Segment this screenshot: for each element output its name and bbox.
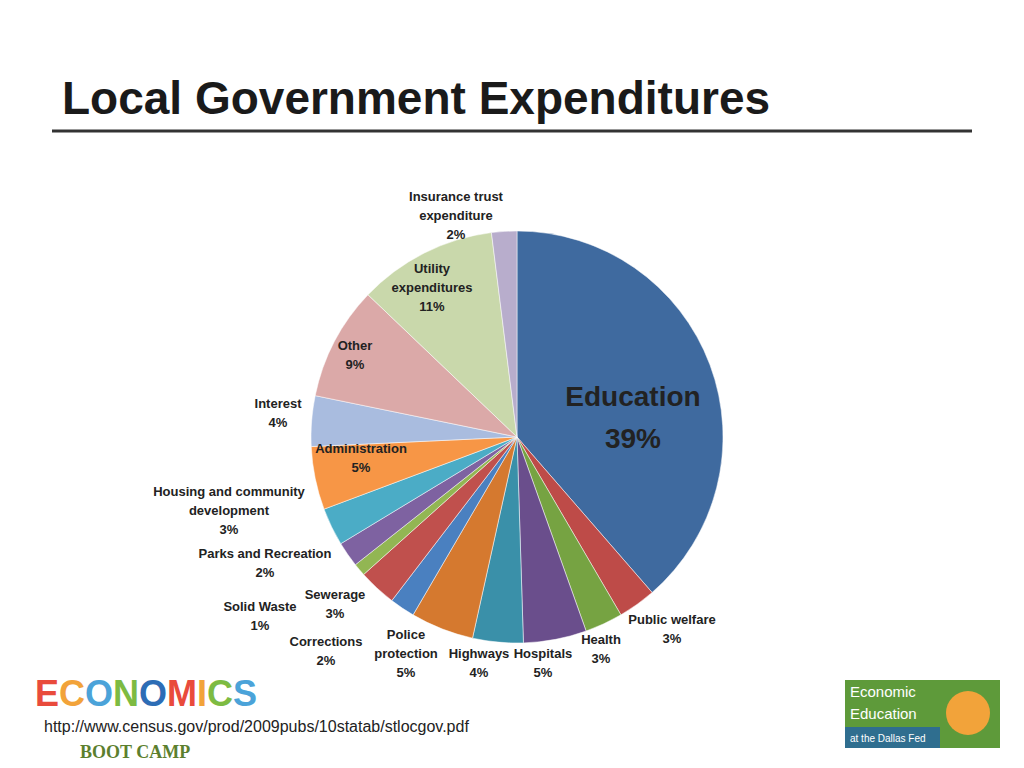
svg-text:Education39%: Education39% — [565, 381, 700, 454]
svg-text:Housing and communitydevelopme: Housing and communitydevelopment3% — [153, 484, 305, 537]
svg-text:Highways4%: Highways4% — [449, 646, 510, 680]
svg-text:Administration5%: Administration5% — [315, 441, 407, 475]
svg-text:Sewerage3%: Sewerage3% — [305, 587, 366, 621]
svg-text:Hospitals5%: Hospitals5% — [514, 646, 573, 680]
svg-text:Public welfare3%: Public welfare3% — [628, 612, 715, 646]
svg-text:Interest4%: Interest4% — [255, 396, 303, 430]
svg-text:at the Dallas Fed: at the Dallas Fed — [850, 733, 926, 744]
svg-text:BOOT CAMP: BOOT CAMP — [80, 742, 190, 762]
svg-text:Corrections2%: Corrections2% — [290, 634, 363, 668]
svg-text:Local Government Expenditures: Local Government Expenditures — [62, 72, 770, 124]
svg-text:Education: Education — [850, 705, 917, 722]
svg-text:Insurance trustexpenditure2%: Insurance trustexpenditure2% — [409, 189, 504, 242]
svg-text:ECONOMICS: ECONOMICS — [35, 673, 257, 714]
svg-text:http://www.census.gov/prod/200: http://www.census.gov/prod/2009pubs/10st… — [44, 718, 469, 735]
svg-text:Utilityexpenditures11%: Utilityexpenditures11% — [392, 261, 473, 314]
svg-text:Parks and Recreation2%: Parks and Recreation2% — [199, 546, 332, 580]
svg-text:Economic: Economic — [850, 683, 916, 700]
svg-text:Other9%: Other9% — [338, 338, 373, 372]
svg-text:Health3%: Health3% — [581, 632, 621, 666]
svg-text:Policeprotection5%: Policeprotection5% — [374, 627, 438, 680]
svg-text:Solid Waste1%: Solid Waste1% — [223, 599, 296, 633]
